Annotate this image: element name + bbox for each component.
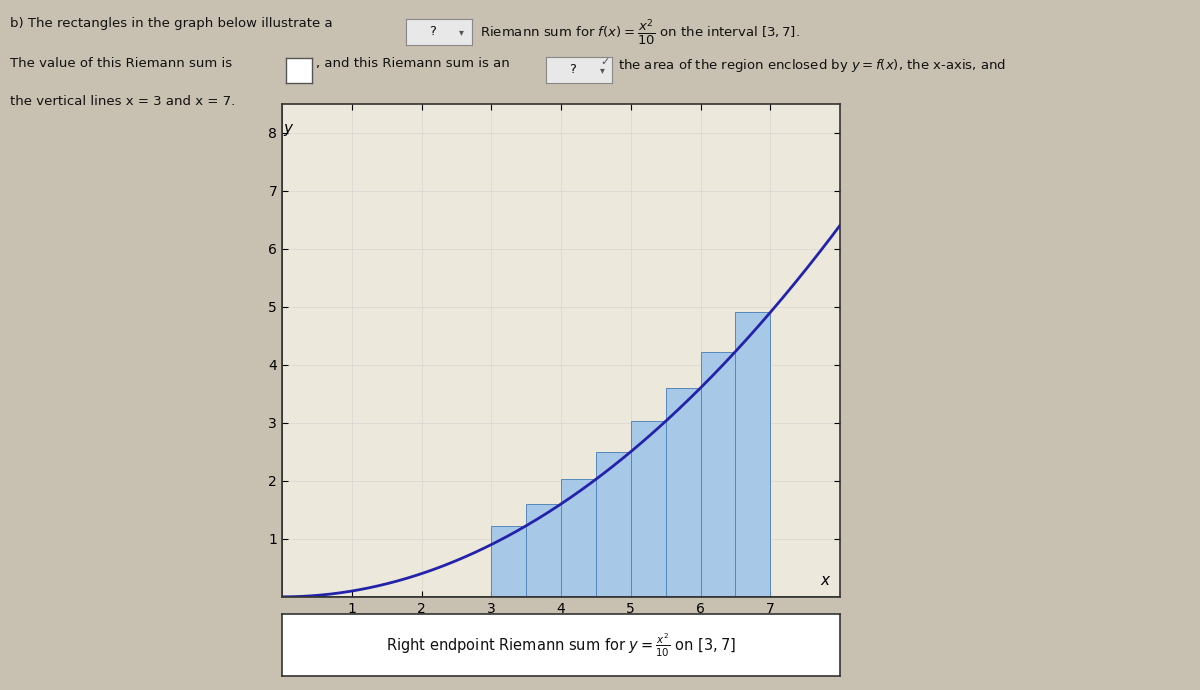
Bar	[631, 422, 666, 597]
Text: the area of the region enclosed by $y = f(x)$, the x-axis, and: the area of the region enclosed by $y = …	[618, 57, 1006, 74]
Bar	[526, 504, 562, 597]
Text: , and this Riemann sum is an: , and this Riemann sum is an	[316, 57, 509, 70]
Text: y: y	[283, 121, 292, 136]
Text: ✓: ✓	[600, 57, 610, 66]
Bar	[491, 526, 526, 597]
Text: the vertical lines x = 3 and x = 7.: the vertical lines x = 3 and x = 7.	[10, 95, 235, 108]
Text: ?: ?	[428, 26, 436, 38]
Text: Riemann sum for $f(x) = \dfrac{x^2}{10}$ on the interval $[3, 7]$.: Riemann sum for $f(x) = \dfrac{x^2}{10}$…	[480, 17, 800, 47]
Bar	[736, 313, 770, 597]
Text: ▾: ▾	[600, 65, 605, 75]
Bar	[701, 352, 736, 597]
Bar	[596, 452, 631, 597]
Bar	[666, 388, 701, 597]
Text: x: x	[821, 573, 829, 588]
Text: ▾: ▾	[460, 27, 464, 37]
Text: Right endpoint Riemann sum for $y = \frac{x^2}{10}$ on $[3, 7]$: Right endpoint Riemann sum for $y = \fra…	[386, 631, 736, 659]
Bar	[562, 480, 596, 597]
Text: ?: ?	[569, 63, 576, 76]
Text: b) The rectangles in the graph below illustrate a: b) The rectangles in the graph below ill…	[10, 17, 332, 30]
Text: The value of this Riemann sum is: The value of this Riemann sum is	[10, 57, 232, 70]
